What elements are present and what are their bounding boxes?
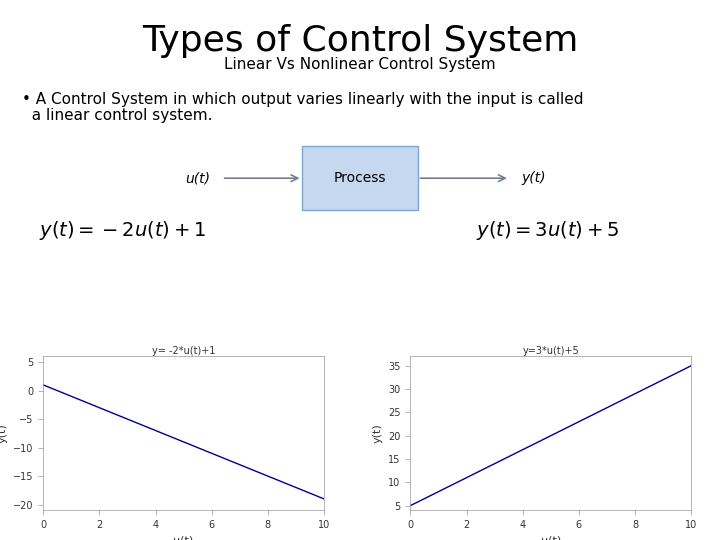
X-axis label: u(t): u(t) [541,536,561,540]
X-axis label: u(t): u(t) [174,536,194,540]
Text: a linear control system.: a linear control system. [22,108,212,123]
Y-axis label: y(t): y(t) [0,423,7,443]
Text: u(t): u(t) [185,171,210,185]
Title: y= -2*u(t)+1: y= -2*u(t)+1 [152,346,215,356]
Text: y(t): y(t) [521,171,546,185]
Y-axis label: y(t): y(t) [373,423,382,443]
Title: y=3*u(t)+5: y=3*u(t)+5 [523,346,579,356]
Text: • A Control System in which output varies linearly with the input is called: • A Control System in which output varie… [22,92,583,107]
Text: Types of Control System: Types of Control System [142,24,578,58]
Text: $y(t) = 3u(t)+5$: $y(t) = 3u(t)+5$ [476,219,618,242]
Text: Process: Process [334,171,386,185]
Text: Linear Vs Nonlinear Control System: Linear Vs Nonlinear Control System [224,57,496,72]
FancyBboxPatch shape [302,146,418,210]
Text: $y(t) = -2u(t)+1$: $y(t) = -2u(t)+1$ [39,219,206,242]
